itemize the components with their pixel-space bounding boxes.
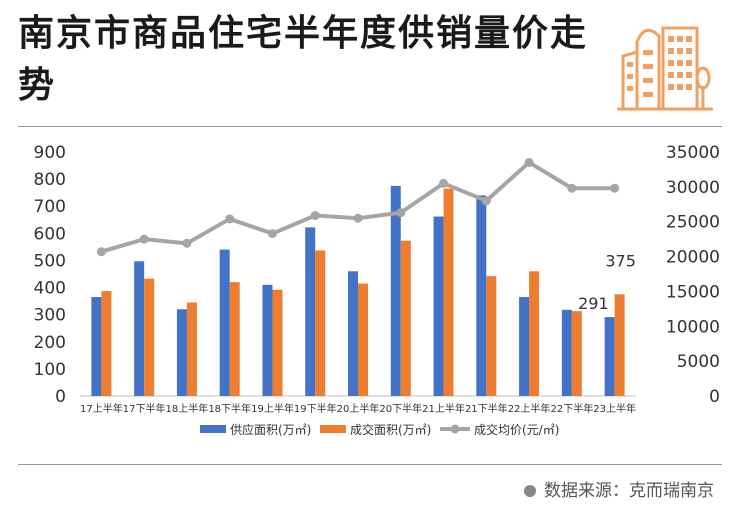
x-tick-label: 19上半年 <box>251 402 294 415</box>
legend-swatch-price-dot <box>450 424 460 434</box>
bullet-dot-icon <box>524 485 536 497</box>
point-price <box>396 208 406 218</box>
x-tick-label: 23上半年 <box>593 402 636 415</box>
bar-deal <box>101 291 112 396</box>
point-price <box>439 178 449 188</box>
x-tick-label: 21下半年 <box>465 402 508 415</box>
data-label-supply: 291 <box>578 294 609 313</box>
line-price <box>100 160 615 254</box>
bar-supply <box>134 261 145 396</box>
bar-deal <box>272 289 283 396</box>
x-tick-label: 17下半年 <box>123 402 166 415</box>
bar-supply <box>519 297 530 396</box>
y-left-tick-label: 100 <box>34 360 66 380</box>
point-price <box>481 196 491 206</box>
point-price <box>267 229 277 239</box>
y-left-tick-label: 400 <box>34 279 66 299</box>
x-tick-label: 21上半年 <box>422 402 465 415</box>
legend-swatch-deal <box>320 425 346 433</box>
y-right-tick-label: 15000 <box>666 282 720 302</box>
y-left-tick-label: 700 <box>34 197 66 217</box>
bar-deal <box>144 278 155 396</box>
x-tick-label: 18下半年 <box>208 402 251 415</box>
bar-deal <box>358 283 368 396</box>
data-label-deal: 375 <box>605 251 636 270</box>
y-right-tick-label: 5000 <box>677 352 720 372</box>
y-left-tick-label: 900 <box>34 143 66 163</box>
y-right-tick-label: 25000 <box>666 213 720 233</box>
bar-deal <box>400 240 411 396</box>
y-left-tick-label: 300 <box>34 306 66 326</box>
point-price <box>225 214 235 224</box>
source-note: 数据来源：克而瑞南京 <box>524 476 714 501</box>
x-tick-label: 17上半年 <box>80 402 123 415</box>
point-price <box>96 247 106 257</box>
title-divider <box>18 126 722 127</box>
supply-sales-chart: 0 100 200 300 400 500 600 700 800 900 0 5000 10000 15… <box>34 143 720 437</box>
source-text: 数据来源：克而瑞南京 <box>544 481 714 501</box>
bar-supply <box>348 271 358 396</box>
legend-swatch-supply <box>200 425 226 433</box>
y-right-tick-label: 20000 <box>666 248 720 268</box>
bar-supply <box>262 284 273 396</box>
bar-deal <box>315 250 326 396</box>
y-left-tick-label: 800 <box>34 170 66 190</box>
y-right-tick-label: 0 <box>709 387 720 407</box>
bar-supply <box>390 185 401 396</box>
x-tick-label: 22上半年 <box>508 402 551 415</box>
legend-label-price: 成交均价(元/㎡) <box>474 422 559 437</box>
footer-divider <box>18 464 722 465</box>
y-left-tick-label: 500 <box>34 251 66 271</box>
bar-supply <box>91 297 102 396</box>
y-left-tick-label: 200 <box>34 333 66 353</box>
bar-supply <box>476 195 487 396</box>
bar-supply <box>604 317 615 396</box>
y-right-tick-label: 10000 <box>666 317 720 337</box>
bar-deal <box>186 302 197 396</box>
x-tick-label: 22下半年 <box>550 402 593 415</box>
point-price <box>310 210 320 220</box>
point-price <box>567 183 577 193</box>
bar-supply <box>433 216 444 396</box>
legend-label-supply: 供应面积(万㎡) <box>230 422 311 437</box>
y-left-tick-label: 600 <box>34 224 66 244</box>
bar-deal <box>486 276 497 396</box>
bar-supply <box>176 309 187 396</box>
bar-deal <box>229 282 240 396</box>
legend-label-deal: 成交面积(万㎡) <box>350 422 431 437</box>
point-price <box>182 238 192 248</box>
y-left-tick-label: 0 <box>55 387 66 407</box>
point-price <box>353 213 363 223</box>
point-price <box>139 234 149 244</box>
x-tick-label: 18上半年 <box>166 402 209 415</box>
building-logo-icon <box>617 26 713 111</box>
x-tick-label: 20上半年 <box>337 402 380 415</box>
page-title: 南京市商品住宅半年度供销量价走势 <box>18 13 589 106</box>
bar-deal <box>443 188 454 396</box>
point-price <box>524 157 534 167</box>
bar-supply <box>561 309 572 396</box>
y-right-tick-label: 30000 <box>666 178 720 198</box>
x-tick-label: 20下半年 <box>379 402 422 415</box>
y-right-tick-label: 35000 <box>666 143 720 163</box>
bar-deal <box>571 311 582 396</box>
bar-deal <box>614 294 625 396</box>
bar-deal <box>529 271 540 396</box>
bar-supply <box>305 227 316 396</box>
point-price <box>610 183 620 193</box>
x-tick-label: 19下半年 <box>294 402 337 415</box>
bar-supply <box>219 249 230 396</box>
